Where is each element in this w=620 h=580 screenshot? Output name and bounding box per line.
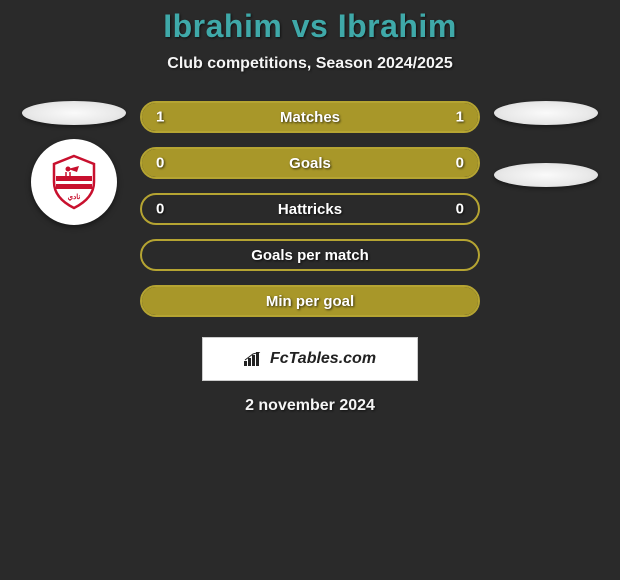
stat-bar: 0 0 Goals	[140, 147, 480, 179]
footer-brand-text: FcTables.com	[270, 350, 376, 368]
stat-bar: 1 1 Matches	[140, 101, 480, 133]
date-text: 2 november 2024	[245, 397, 375, 415]
stat-label: Min per goal	[266, 293, 354, 310]
subtitle: Club competitions, Season 2024/2025	[167, 55, 452, 73]
comparison-card: Ibrahim vs Ibrahim Club competitions, Se…	[0, 0, 620, 415]
footer-brand-box[interactable]: FcTables.com	[202, 337, 418, 381]
stat-left-value: 1	[156, 109, 164, 126]
right-avatar-placeholder	[494, 101, 598, 125]
stat-bar: Min per goal	[140, 285, 480, 317]
right-player-col	[486, 101, 606, 187]
stat-left-value: 0	[156, 201, 164, 218]
stat-right-value: 1	[456, 109, 464, 126]
svg-text:نادي: نادي	[68, 193, 81, 202]
page-title: Ibrahim vs Ibrahim	[163, 8, 457, 45]
stat-label: Goals	[289, 155, 331, 172]
left-avatar-placeholder	[22, 101, 126, 125]
stat-bar: Goals per match	[140, 239, 480, 271]
stat-label: Goals per match	[251, 247, 369, 264]
stat-bar: 0 0 Hattricks	[140, 193, 480, 225]
stat-right-value: 0	[456, 155, 464, 172]
stat-label: Hattricks	[278, 201, 342, 218]
right-club-placeholder	[494, 163, 598, 187]
content-row: نادي 1 1 Matches 0 0 Goals 0 0 Hattricks Goals pe…	[0, 101, 620, 317]
stat-left-value: 0	[156, 155, 164, 172]
stats-column: 1 1 Matches 0 0 Goals 0 0 Hattricks Goals per mat…	[134, 101, 486, 317]
left-club-logo: نادي	[31, 139, 117, 225]
chart-icon	[244, 352, 264, 366]
zamalek-logo-icon: نادي	[46, 154, 102, 210]
stat-label: Matches	[280, 109, 340, 126]
stat-right-value: 0	[456, 201, 464, 218]
left-player-col: نادي	[14, 101, 134, 225]
